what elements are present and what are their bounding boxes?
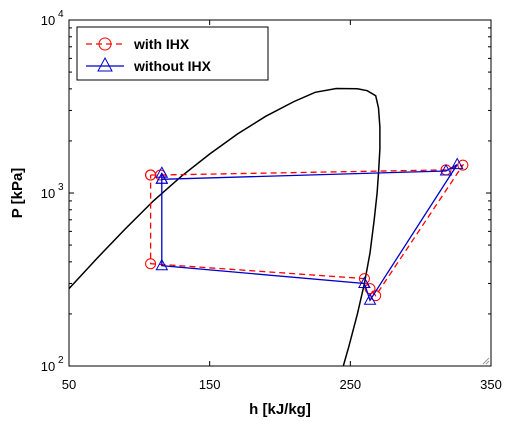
- legend-with-ihx-circle-marker: [98, 37, 112, 51]
- x-axis-title: h [kJ/kg]: [249, 401, 311, 418]
- x-tick-label: 50: [62, 377, 76, 392]
- saturation-dome: [68, 87, 381, 367]
- series-without-ihx-triangle-marker: [155, 258, 169, 271]
- series-with-ihx-circle-marker: [145, 258, 157, 270]
- series-group: [145, 157, 469, 305]
- y-tick-label-base: 10: [41, 186, 55, 201]
- x-tick-label: 350: [480, 377, 502, 392]
- series-with-ihx-line: [149, 163, 465, 297]
- legend-without-ihx-triangle-marker: [97, 56, 113, 72]
- y-tick-label-exponent: 3: [58, 182, 64, 193]
- series-without-ihx-triangle-marker: [439, 163, 453, 176]
- series-with-ihx-circle-marker: [457, 159, 469, 171]
- y-tick-label-base: 10: [41, 359, 55, 374]
- legend: with IHX without IHX: [76, 26, 269, 81]
- y-tick-label-exponent: 4: [58, 9, 64, 20]
- resize-grip-icon: [482, 357, 490, 365]
- y-tick-label-base: 10: [41, 13, 55, 28]
- series-without-ihx: [155, 157, 464, 305]
- series-without-ihx-triangle-marker: [358, 276, 371, 288]
- y-axis-title: P [kPa]: [9, 168, 26, 219]
- series-without-ihx-triangle-marker: [363, 293, 377, 305]
- x-tick-label: 250: [339, 377, 361, 392]
- x-axis-ticks: 50 150 250 350: [62, 20, 502, 392]
- saturation-dome-curve: [68, 87, 381, 367]
- series-without-ihx-line: [161, 164, 458, 302]
- legend-without-ihx-label: without IHX: [133, 58, 212, 74]
- y-tick-label-exponent: 2: [58, 355, 64, 366]
- legend-with-ihx-label: with IHX: [133, 36, 190, 52]
- series-without-ihx-triangle-marker: [450, 157, 464, 170]
- series-without-ihx-triangle-marker: [155, 172, 169, 184]
- series-without-ihx-triangle-marker: [155, 166, 169, 178]
- x-tick-label: 150: [199, 377, 221, 392]
- series-with-ihx-circle-marker: [145, 169, 157, 181]
